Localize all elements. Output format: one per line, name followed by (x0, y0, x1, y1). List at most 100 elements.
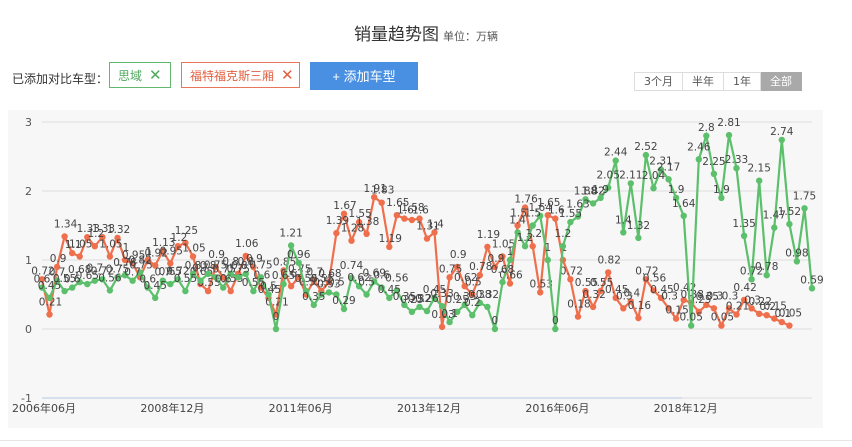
y-tick-label: 0 (25, 323, 32, 336)
data-label: 0.38 (468, 289, 491, 301)
range-3-months[interactable]: 3个月 (634, 72, 683, 91)
data-label: 0.75 (204, 259, 227, 271)
data-label: 0.5 (313, 277, 330, 289)
data-point (506, 280, 514, 287)
range-1-year[interactable]: 1年 (724, 72, 761, 91)
data-label: 0.78 (469, 261, 492, 273)
data-point (220, 274, 227, 281)
data-label: 0.78 (755, 261, 778, 273)
x-tick-label: 2018年12月 (654, 401, 718, 415)
data-point (552, 215, 559, 222)
data-point (778, 318, 785, 326)
data-label: 0.68 (68, 264, 91, 276)
range-half-year[interactable]: 半年 (683, 72, 724, 91)
data-label: 1.82 (581, 185, 604, 197)
compare-label: 已添加对比车型： (12, 72, 109, 86)
data-point (431, 294, 438, 302)
data-label: 0.16 (628, 300, 652, 312)
data-label: 0.25 (446, 294, 469, 306)
remove-focus-icon[interactable]: ✕ (281, 66, 294, 84)
data-point (53, 277, 61, 284)
data-point (740, 296, 748, 304)
data-label: 1.5 (524, 208, 541, 220)
data-point (212, 263, 219, 271)
data-label: 0.32 (476, 289, 499, 301)
data-label: 0.45 (258, 284, 281, 296)
data-label: 0.6 (64, 274, 81, 286)
chart-header: 销量趋势图 单位：万辆 (0, 20, 852, 45)
data-label: 0 (273, 311, 280, 323)
data-label: 0.55 (590, 277, 613, 289)
data-point (718, 322, 725, 329)
add-model-button[interactable]: + 添加车型 (310, 62, 418, 90)
series-line (40, 195, 790, 329)
chart-title: 销量趋势图 (354, 25, 439, 45)
data-label: 0.82 (128, 254, 151, 266)
data-label: 1.32 (627, 220, 650, 232)
data-label: 0.82 (598, 254, 621, 266)
data-point (310, 301, 317, 309)
data-point (408, 308, 416, 315)
data-label: 1.64 (672, 198, 696, 210)
data-point (227, 270, 234, 277)
x-tick-label: 2016年06月 (525, 401, 589, 415)
data-point (454, 308, 461, 315)
data-label: 1.4 (615, 214, 632, 226)
data-point (491, 263, 499, 271)
data-label: 2.05 (597, 170, 620, 182)
data-point (53, 263, 61, 271)
data-label: 1.2 (87, 228, 104, 240)
data-point (529, 222, 536, 229)
data-point (620, 305, 627, 312)
data-point (740, 232, 748, 239)
data-label: 0.69 (363, 267, 386, 279)
data-label: 0.95 (160, 245, 183, 257)
remove-civic-icon[interactable]: ✕ (149, 66, 162, 84)
data-label: 1.05 (492, 239, 515, 251)
data-label: 0.9 (450, 249, 467, 261)
data-point (325, 289, 333, 296)
data-point (227, 287, 234, 295)
data-label: 0.56 (385, 272, 409, 284)
data-point (91, 277, 99, 284)
data-point (416, 215, 423, 222)
data-label: 0.8 (231, 260, 248, 272)
data-label: 0.05 (680, 312, 703, 324)
data-point (567, 218, 574, 226)
data-label: 0.21 (39, 297, 62, 309)
data-label: 1.63 (566, 199, 589, 211)
data-point (627, 180, 634, 187)
range-all[interactable]: 全部 (761, 72, 802, 91)
data-label: 0.9 (488, 253, 505, 265)
data-point (808, 285, 816, 292)
data-label: 1.35 (732, 218, 755, 230)
data-point (69, 249, 76, 257)
data-point (61, 287, 68, 295)
data-point (340, 305, 348, 313)
data-point (325, 278, 333, 286)
data-label: 1 (123, 242, 130, 254)
data-label: 1.55 (348, 208, 371, 220)
data-point (114, 274, 121, 281)
data-label: 0.35 (393, 291, 416, 303)
data-point (423, 307, 431, 315)
data-point (363, 291, 370, 298)
data-label: 1 (145, 246, 152, 258)
data-label: 0.1 (774, 308, 791, 320)
data-point (703, 132, 710, 139)
data-label: 0.75 (439, 263, 462, 275)
data-point (295, 274, 302, 281)
x-tick-label: 2011年06月 (269, 401, 333, 415)
data-label: 0.5 (328, 277, 345, 289)
data-label: 1.05 (182, 243, 205, 255)
data-label: 1.19 (379, 233, 402, 245)
data-point (665, 176, 672, 183)
data-label: 0.22 (749, 296, 772, 308)
data-point (597, 287, 604, 295)
bottom-divider (0, 440, 852, 441)
y-tick-label: 2 (25, 185, 32, 198)
data-label: 0.05 (779, 308, 802, 320)
data-label: 1.06 (235, 238, 259, 250)
data-label: 0 (552, 315, 559, 327)
data-label: 0.96 (287, 249, 311, 261)
